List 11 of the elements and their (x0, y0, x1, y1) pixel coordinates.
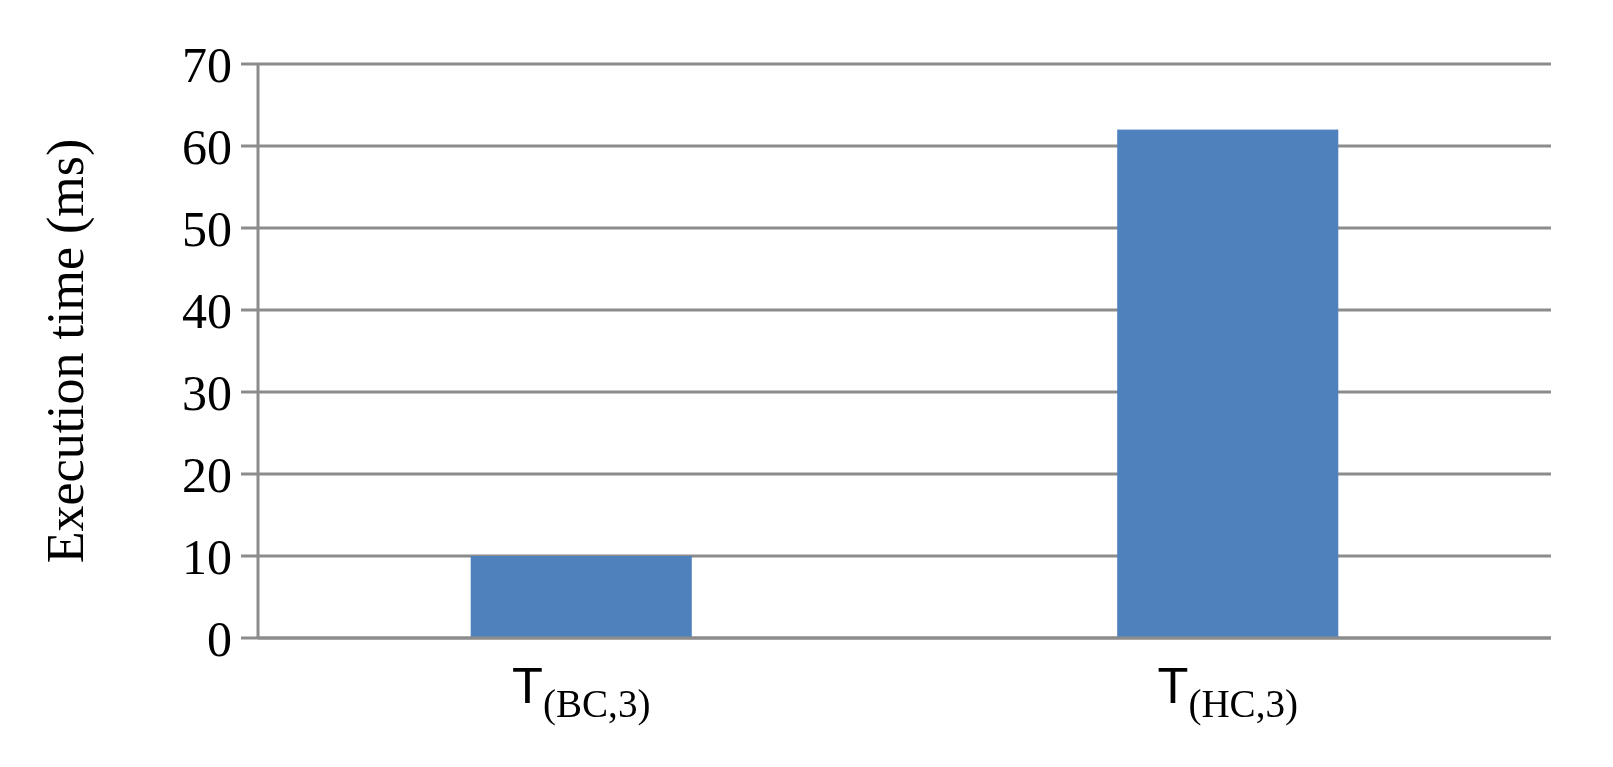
y-tick-label: 50 (182, 200, 232, 257)
x-tick-label: T$_{(HC,3)}$ (1157, 657, 1299, 726)
y-tick-label: 10 (182, 528, 232, 585)
y-tick-label: 0 (207, 610, 232, 667)
y-tick-label: 70 (182, 36, 232, 93)
y-axis-title: Execution time (ms) (37, 138, 95, 564)
y-tick-label: 20 (182, 446, 232, 503)
x-tick-label: T$_{(BC,3)}$ (512, 657, 651, 726)
y-tick-label: 30 (182, 364, 232, 421)
y-tick-label: 60 (182, 118, 232, 175)
y-tick-label: 40 (182, 282, 232, 339)
